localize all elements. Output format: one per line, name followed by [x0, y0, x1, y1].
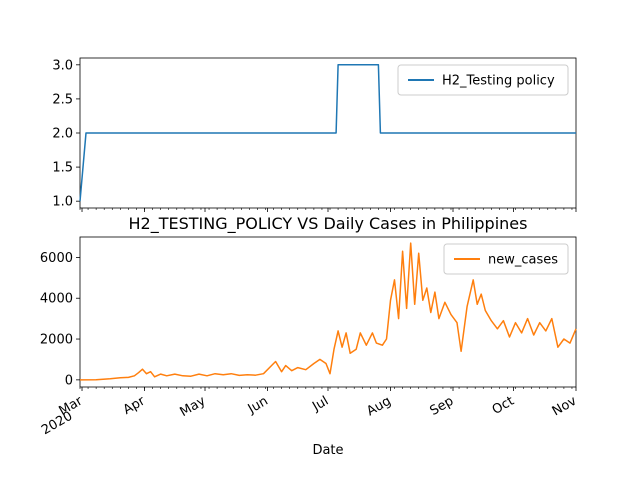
x-axis-label: Date [312, 443, 343, 458]
y-tick-label: 2.5 [52, 92, 73, 107]
y-tick-label: 3.0 [52, 58, 73, 73]
y-tick-label: 0 [65, 373, 73, 388]
top-legend: H2_Testing policy [397, 64, 569, 96]
top-x-ticks [79, 208, 577, 212]
series-line-h2-testing-policy [79, 64, 576, 202]
series-line-new-cases [79, 242, 577, 381]
top-legend-box [397, 64, 569, 96]
chart-title: H2_TESTING_POLICY VS Daily Cases in Phil… [129, 214, 528, 234]
bottom-series-lines [79, 242, 577, 381]
y-tick-label: 6000 [40, 251, 73, 266]
x-tick-label: Jul [309, 394, 331, 415]
top-subplot: 1.0 1.5 2.0 2.5 3.0 H2_Testing policy [52, 57, 577, 212]
bottom-legend-label: new_cases [488, 253, 558, 268]
top-series-lines [79, 64, 576, 202]
top-legend-label: H2_Testing policy [442, 74, 555, 89]
bottom-y-ticks: 0 2000 4000 6000 [40, 251, 80, 388]
bottom-legend-box [443, 243, 569, 275]
top-y-ticks: 1.0 1.5 2.0 2.5 3.0 [52, 58, 80, 210]
y-tick-label: 4000 [40, 292, 73, 307]
bottom-legend: new_cases [443, 243, 569, 275]
y-tick-label: 1.5 [52, 161, 73, 176]
y-tick-label: 2000 [40, 333, 73, 348]
y-tick-label: 2.0 [52, 127, 73, 142]
y-tick-label: 1.0 [52, 195, 73, 210]
